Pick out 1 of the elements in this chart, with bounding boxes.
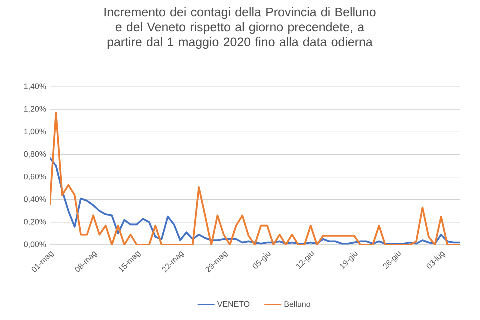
chart-title: Incremento dei contagi della Provincia di Belluno e del Veneto rispetto al giorno precendete, a partire dal 1 maggio 2020 fino alla data odierna [104,8,376,50]
